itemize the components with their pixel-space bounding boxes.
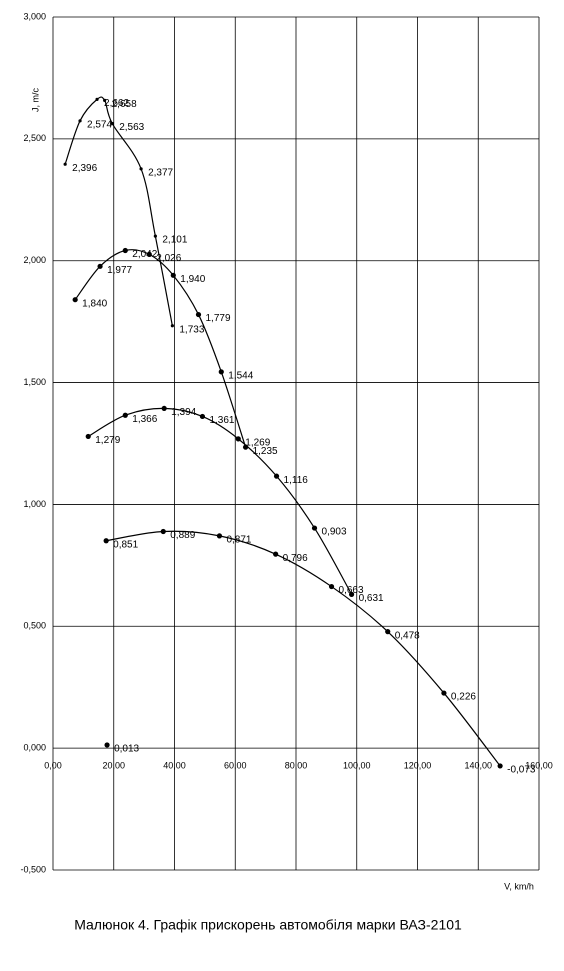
data-label: 1,116 bbox=[284, 475, 309, 486]
data-label: 2,396 bbox=[72, 163, 97, 174]
point bbox=[95, 97, 99, 101]
data-label: 1,269 bbox=[245, 438, 270, 449]
point bbox=[103, 98, 107, 102]
point bbox=[348, 591, 355, 597]
x-tick-label: 60,00 bbox=[224, 761, 247, 771]
x-tick-label: 40,00 bbox=[163, 761, 186, 771]
y-tick-label: 1,500 bbox=[23, 377, 46, 387]
data-label: 2,563 bbox=[119, 122, 144, 133]
data-label: 1,733 bbox=[179, 324, 204, 335]
y-tick-label: 1,000 bbox=[23, 499, 46, 509]
x-tick-label: 80,00 bbox=[285, 761, 308, 771]
point bbox=[161, 405, 167, 412]
data-label: 0,871 bbox=[226, 535, 251, 546]
data-label: 0,226 bbox=[451, 692, 476, 703]
data-label: 0,903 bbox=[322, 527, 347, 538]
point bbox=[146, 251, 152, 257]
point bbox=[104, 742, 110, 748]
x-tick-label: 100,00 bbox=[343, 761, 371, 771]
x-tick-label: 160,00 bbox=[525, 761, 553, 771]
point bbox=[160, 528, 166, 535]
data-label: 1,977 bbox=[107, 265, 132, 276]
data-label: 2,574 bbox=[87, 119, 112, 130]
y-tick-label: 3,000 bbox=[23, 11, 46, 21]
x-axis-label: V, km/h bbox=[504, 881, 534, 891]
point bbox=[78, 119, 82, 123]
point bbox=[122, 247, 128, 254]
point bbox=[85, 433, 91, 440]
point bbox=[235, 436, 241, 442]
data-label: 1,940 bbox=[180, 274, 205, 285]
point bbox=[385, 629, 391, 635]
x-tick-label: 140,00 bbox=[464, 761, 492, 771]
data-label: 0,631 bbox=[359, 593, 384, 604]
point bbox=[218, 369, 224, 375]
data-label: 1,279 bbox=[95, 435, 120, 446]
data-label: 1,394 bbox=[171, 407, 196, 418]
x-tick-label: 120,00 bbox=[404, 761, 432, 771]
point bbox=[122, 412, 128, 418]
data-label: 0,013 bbox=[114, 744, 139, 755]
point bbox=[441, 690, 447, 696]
curve bbox=[106, 530, 501, 767]
data-label: 0,851 bbox=[113, 539, 138, 550]
y-tick-label: 2,000 bbox=[23, 255, 46, 265]
data-label: 0,796 bbox=[283, 553, 308, 564]
y-axis-label: J, m/c bbox=[30, 88, 40, 112]
point bbox=[97, 263, 103, 269]
point bbox=[103, 538, 109, 544]
data-label: 1,544 bbox=[228, 370, 253, 381]
data-label: 1,235 bbox=[253, 446, 278, 457]
y-tick-label: 2,500 bbox=[23, 133, 46, 143]
point bbox=[328, 583, 335, 590]
data-label: 0,663 bbox=[339, 585, 364, 596]
curve bbox=[87, 407, 353, 595]
point bbox=[199, 413, 206, 420]
point bbox=[311, 525, 318, 531]
data-label: 1,779 bbox=[205, 313, 230, 324]
data-label: 1,840 bbox=[82, 298, 107, 309]
data-label: 1,361 bbox=[209, 415, 234, 426]
data-label: -0,073 bbox=[507, 765, 536, 776]
point bbox=[216, 533, 223, 539]
y-tick-label: -0,500 bbox=[20, 864, 46, 874]
x-tick-label: 0,00 bbox=[44, 761, 62, 771]
data-label: 2,026 bbox=[156, 253, 181, 264]
x-tick-label: 20,00 bbox=[102, 761, 125, 771]
data-label: 2,042 bbox=[132, 249, 157, 260]
data-label: 0,478 bbox=[395, 630, 420, 641]
y-tick-label: 0,500 bbox=[23, 621, 46, 631]
data-label: 2,658 bbox=[112, 99, 137, 110]
data-label: 2,377 bbox=[148, 167, 173, 178]
point bbox=[110, 121, 114, 126]
data-label: 1,366 bbox=[132, 414, 157, 425]
data-label: 2,101 bbox=[162, 235, 187, 246]
point bbox=[170, 272, 176, 278]
point bbox=[273, 551, 279, 557]
point bbox=[273, 473, 280, 479]
point bbox=[63, 162, 67, 166]
point bbox=[139, 167, 143, 171]
data-label: 0,889 bbox=[170, 530, 195, 541]
y-tick-label: 0,000 bbox=[23, 743, 46, 753]
data-label: 2,662 bbox=[104, 98, 129, 109]
point bbox=[195, 311, 202, 318]
point bbox=[170, 324, 174, 328]
point bbox=[72, 297, 78, 303]
point bbox=[153, 234, 157, 238]
point bbox=[497, 763, 503, 769]
caption: Малюнок 4. Графік прискорень автомобіля … bbox=[74, 917, 462, 933]
